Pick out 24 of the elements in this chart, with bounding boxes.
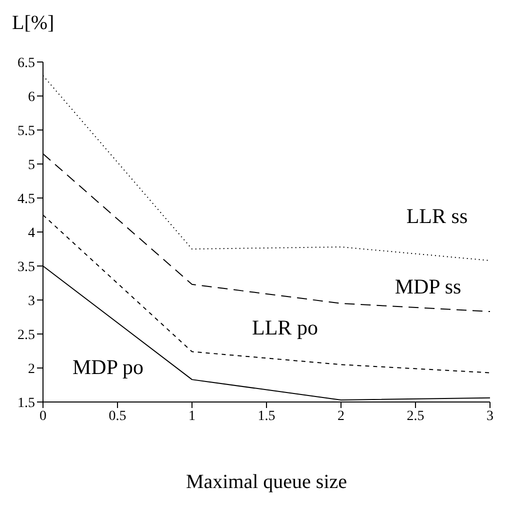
y-tick-label: 3.5: [18, 260, 35, 275]
x-tick-label: 3: [486, 408, 494, 424]
series-label: LLR ss: [406, 204, 468, 228]
y-tick-label: 5.5: [18, 124, 35, 139]
y-tick-label: 6.5: [18, 56, 35, 71]
x-tick-label: 1.5: [258, 408, 276, 424]
x-tick-label: 0.5: [108, 408, 126, 424]
x-tick-label: 1: [188, 408, 196, 424]
y-axis-title: L[%]: [12, 12, 54, 35]
y-tick-label: 1.5: [18, 396, 35, 411]
series-label: MDP po: [72, 355, 144, 379]
x-tick-label: 2: [338, 408, 344, 424]
y-tick-label: 2.5: [18, 328, 35, 343]
x-tick-label: 2.5: [406, 408, 424, 424]
y-tick-label: 4.5: [18, 192, 35, 207]
y-tick-label: 6: [28, 90, 35, 105]
x-axis-title: Maximal queue size: [186, 471, 348, 493]
y-tick-label: 3: [28, 294, 35, 309]
series-label: MDP ss: [394, 274, 462, 298]
y-tick-label: 5: [28, 158, 35, 173]
y-tick-label: 4: [28, 226, 35, 241]
x-tick-label: 0: [40, 408, 46, 424]
y-tick-label: 2: [28, 362, 35, 377]
series-label: LLR po: [252, 316, 318, 340]
